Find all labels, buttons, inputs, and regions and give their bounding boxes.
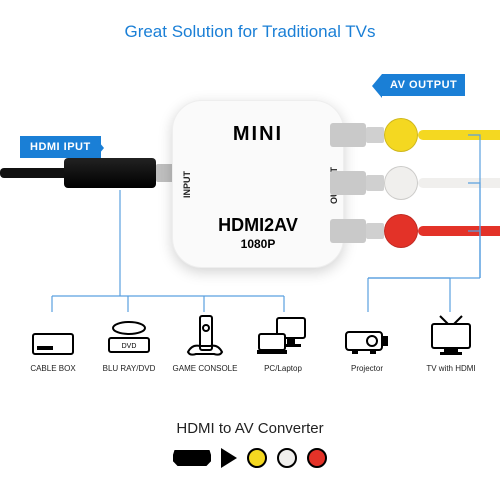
- hdmi-port-icon: [173, 450, 211, 466]
- device-game-console: GAME CONSOLE: [168, 308, 242, 373]
- summary-title: HDMI to AV Converter: [0, 420, 500, 437]
- rca-dot-white: [277, 448, 297, 468]
- summary-icons: [0, 448, 500, 468]
- device-cable-box: CABLE BOX: [16, 308, 90, 373]
- rca-dot-yellow: [247, 448, 267, 468]
- device-bluray: DVD BLU RAY/DVD: [92, 308, 166, 373]
- device-tv: TV with HDMI: [414, 308, 488, 373]
- svg-text:DVD: DVD: [122, 343, 137, 350]
- device-pc-laptop: PC/Laptop: [246, 308, 320, 373]
- device-icon-row: CABLE BOX DVD BLU RAY/DVD GAME CONSOLE P…: [0, 308, 500, 400]
- arrow-icon: [221, 448, 237, 468]
- device-projector: Projector: [330, 308, 404, 373]
- rca-dot-red: [307, 448, 327, 468]
